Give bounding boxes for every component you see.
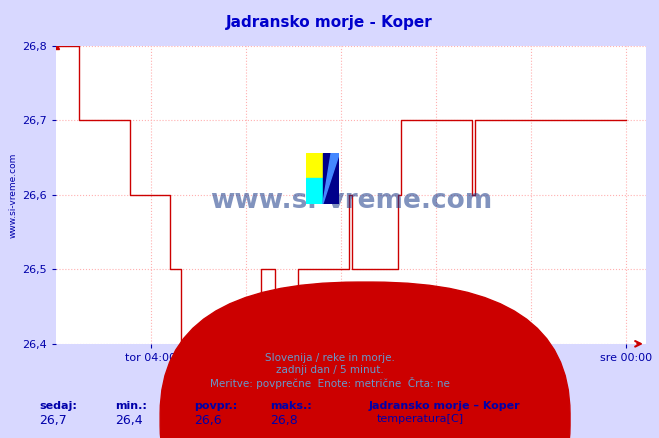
Text: Jadransko morje - Koper: Jadransko morje - Koper: [226, 15, 433, 30]
Text: sedaj:: sedaj:: [40, 401, 77, 411]
Text: povpr.:: povpr.:: [194, 401, 238, 411]
Text: temperatura[C]: temperatura[C]: [377, 414, 464, 424]
Text: Jadransko morje – Koper: Jadransko morje – Koper: [369, 401, 521, 411]
Text: min.:: min.:: [115, 401, 147, 411]
Y-axis label: www.si-vreme.com: www.si-vreme.com: [9, 152, 18, 237]
Text: 26,7: 26,7: [40, 414, 67, 427]
Polygon shape: [306, 153, 323, 179]
Polygon shape: [323, 153, 339, 204]
Text: Slovenija / reke in morje.: Slovenija / reke in morje.: [264, 353, 395, 363]
Text: 26,8: 26,8: [270, 414, 298, 427]
Text: 26,6: 26,6: [194, 414, 222, 427]
Text: www.si-vreme.com: www.si-vreme.com: [210, 188, 492, 214]
Text: Meritve: povprečne  Enote: metrične  Črta: ne: Meritve: povprečne Enote: metrične Črta:…: [210, 377, 449, 389]
Text: 26,4: 26,4: [115, 414, 143, 427]
Text: maks.:: maks.:: [270, 401, 312, 411]
Polygon shape: [306, 179, 323, 204]
Polygon shape: [323, 153, 339, 204]
Text: zadnji dan / 5 minut.: zadnji dan / 5 minut.: [275, 365, 384, 375]
